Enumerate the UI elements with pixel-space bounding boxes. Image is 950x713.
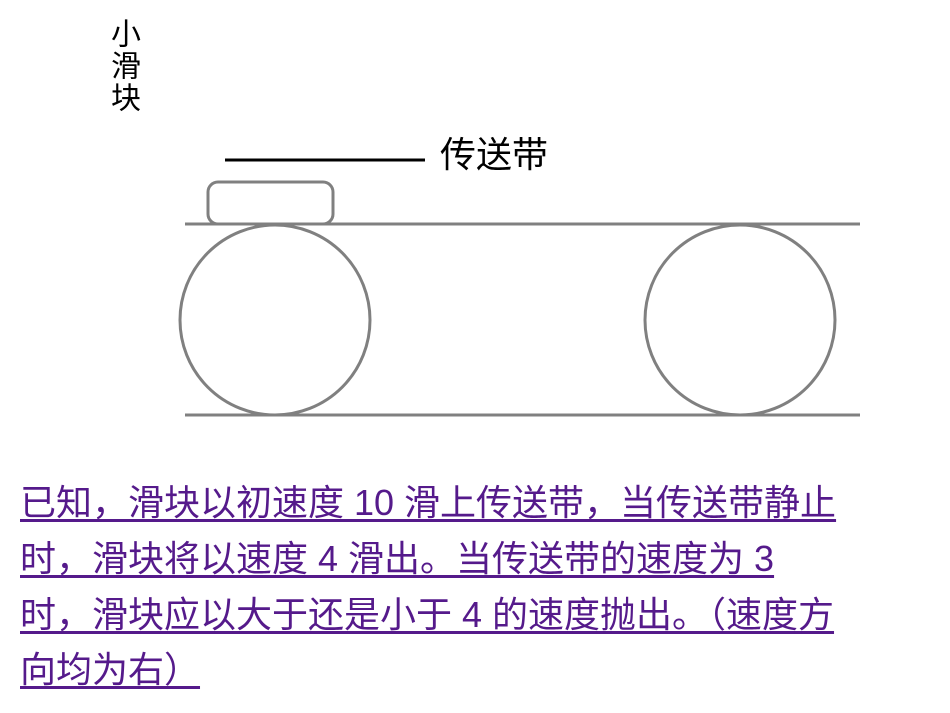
right-roller xyxy=(645,225,835,415)
belt-label-horizontal: 传送带 xyxy=(440,126,548,178)
block-label-vertical: 小滑块 xyxy=(100,18,144,114)
diagram-canvas: 小滑块 传送带 已知，滑块以初速度 10 滑上传送带，当传送带静止时，滑块将以速… xyxy=(0,0,950,713)
left-roller xyxy=(180,225,370,415)
block-rect xyxy=(208,182,333,224)
problem-text: 已知，滑块以初速度 10 滑上传送带，当传送带静止时，滑块将以速度 4 滑出。当… xyxy=(20,475,840,698)
